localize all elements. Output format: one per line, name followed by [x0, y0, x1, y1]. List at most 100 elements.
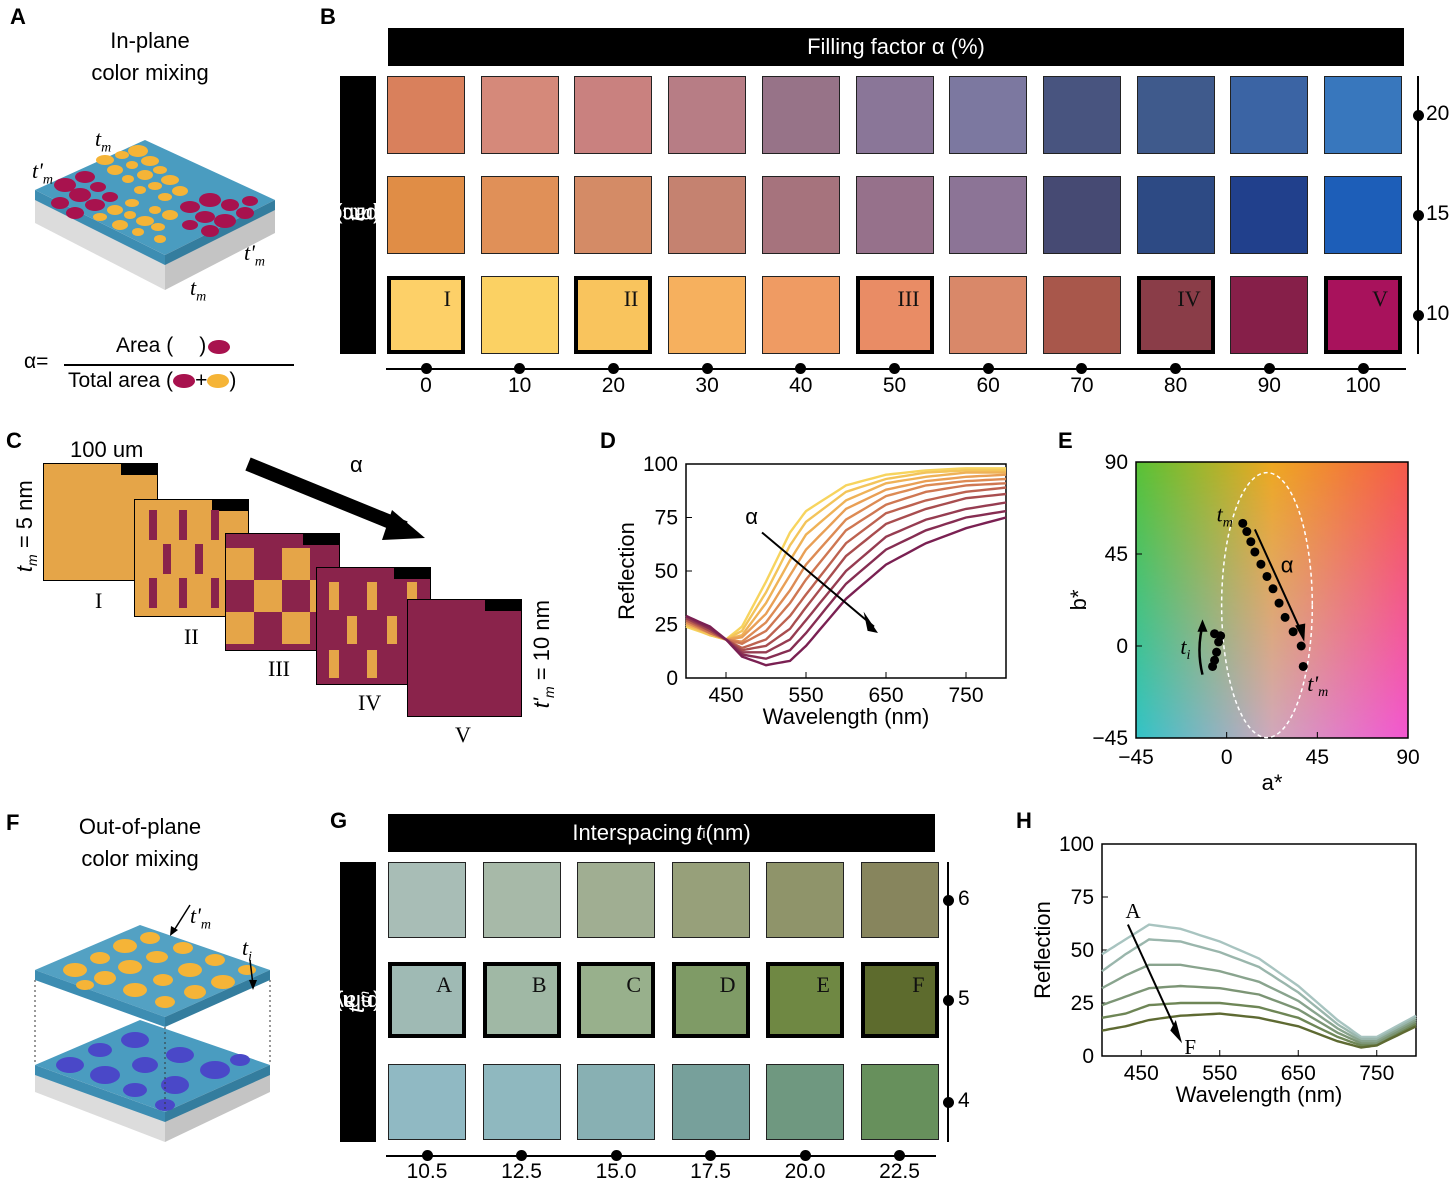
- x-tick-label: 100: [1345, 374, 1381, 397]
- swatch-roman-label: IV: [1177, 286, 1201, 311]
- color-swatch: [480, 176, 559, 254]
- out-of-plane-mixing-illustration: [34, 904, 271, 1142]
- swatch-letter-label: A: [436, 972, 452, 997]
- x-tick-label: 80: [1163, 374, 1188, 397]
- filling-factor-header: Filling factor α (%): [388, 28, 1404, 66]
- reflection-chart-h: 450 550 650 750 0 25 50 75 100 Wavelength (nm) Ref…: [1030, 833, 1417, 1107]
- alpha-label: α: [745, 504, 758, 529]
- alpha-arrow-c: [245, 457, 425, 540]
- color-swatch: [761, 176, 840, 254]
- data-point: [1268, 584, 1278, 594]
- panel-f-title-line1: Out-of-plane: [78, 814, 202, 839]
- color-swatch: [388, 862, 466, 938]
- panel-label-g: G: [330, 808, 348, 833]
- scalebar-label: 100 um: [70, 437, 144, 462]
- x-tick-label: 550: [1202, 1062, 1237, 1085]
- x-tick-dot: [610, 1150, 622, 1161]
- spacer-ylabel: Spacer ts (nm): [323, 76, 393, 354]
- panel-g-x-axis-line: [386, 1155, 936, 1157]
- color-swatch: [668, 76, 747, 154]
- ti-arrow-head: [1197, 619, 1208, 632]
- x-tick-dot: [701, 363, 713, 374]
- micrograph-i-label: I: [95, 588, 103, 613]
- color-swatch: [482, 862, 561, 938]
- color-swatch: A: [388, 962, 466, 1038]
- y-tick-label: 50: [655, 560, 678, 583]
- panel-label-e: E: [1058, 428, 1073, 453]
- color-swatch: [1042, 276, 1121, 354]
- color-swatch: IV: [1136, 276, 1215, 354]
- y-tick-label: 25: [655, 614, 678, 637]
- color-swatch: [1324, 76, 1402, 154]
- color-swatch: [671, 862, 750, 938]
- color-swatch: II: [574, 276, 653, 354]
- alpha-label-c: α: [350, 452, 363, 477]
- reflection-chart-d: 450 550 650 750 0 25 50 75 100 Wavelength (nm) Ref…: [614, 453, 1007, 729]
- series-line: [685, 477, 1007, 643]
- alpha-label: α: [1281, 552, 1294, 577]
- y-tick-label: 15: [1426, 202, 1450, 225]
- data-point: [1246, 537, 1256, 547]
- panel-a-label-tpm-left: t'm: [32, 158, 53, 188]
- y-axis-label: b*: [1066, 589, 1091, 610]
- color-swatch: [860, 862, 939, 938]
- data-point: [1296, 641, 1306, 651]
- color-swatch: [1230, 176, 1309, 254]
- formula-numerator: Area (): [116, 334, 230, 358]
- color-swatch: [671, 1064, 750, 1140]
- x-tick-label: 30: [695, 374, 719, 397]
- panel-f-label-ti: ti: [242, 935, 253, 965]
- color-swatch: [1042, 76, 1121, 154]
- panel-label-f: F: [6, 810, 20, 835]
- color-swatch: [761, 76, 840, 154]
- y-tick-label: 5: [958, 987, 970, 1010]
- micrograph-ii-label: II: [184, 624, 199, 649]
- x-tick-label: 70: [1070, 374, 1094, 397]
- y-tick-dot: [1412, 309, 1424, 321]
- x-tick-label: 750: [1359, 1062, 1394, 1085]
- swatch-roman-label: I: [443, 286, 451, 311]
- color-swatch: [387, 176, 465, 254]
- color-swatch: B: [482, 962, 561, 1038]
- y-tick-label: 90: [1105, 451, 1128, 474]
- series-line: [685, 516, 1007, 667]
- panel-label-h: H: [1016, 808, 1032, 833]
- series-line: [1101, 1001, 1417, 1047]
- series-line: [685, 501, 1007, 654]
- color-swatch: [949, 76, 1028, 154]
- x-tick-dot: [1357, 363, 1369, 374]
- color-swatch: [1136, 76, 1215, 154]
- x-tick-dot: [607, 363, 619, 374]
- swatch-letter-label: C: [626, 972, 641, 997]
- alpha-arrow: [761, 531, 875, 628]
- y-tick-label: −45: [1092, 727, 1128, 750]
- panel-a-label-tpm-right: t'm: [244, 240, 265, 270]
- x-tick-dot: [894, 1150, 905, 1161]
- y-tick-label: 10: [1426, 302, 1450, 325]
- panel-a-label-tm-top: tm: [95, 126, 112, 156]
- panel-label-a: A: [10, 4, 26, 29]
- x-tick-label: 12.5: [501, 1160, 542, 1183]
- color-swatch: III: [855, 276, 934, 354]
- x-tick-label: 20: [601, 374, 626, 397]
- color-swatch: I: [387, 276, 465, 354]
- plot-frame: [1135, 461, 1409, 739]
- y-tick-dot: [942, 894, 954, 906]
- red-dot-icon: [173, 374, 196, 389]
- x-axis-label: a*: [1262, 770, 1283, 795]
- color-swatch: [480, 76, 559, 154]
- color-space-bottom: [1136, 462, 1408, 738]
- x-tick-label: 10.5: [406, 1160, 448, 1183]
- alpha-formula: α= Area () Total area (+): [24, 332, 294, 402]
- x-tick-label: 50: [882, 374, 907, 397]
- x-tick-dot: [516, 1150, 527, 1161]
- x-tick-label: 45: [1306, 746, 1329, 769]
- color-swatch: [574, 76, 653, 154]
- y-tick-label: 100: [1059, 833, 1094, 856]
- y-tick-label: 25: [1071, 992, 1094, 1015]
- x-tick-label: 450: [708, 684, 743, 707]
- panel-a-label-tm-bottom: tm: [190, 275, 207, 305]
- a-to-f-arrow: [1126, 924, 1180, 1036]
- y-tick-label: 0: [666, 667, 678, 690]
- x-tick-label: 15.0: [595, 1160, 637, 1183]
